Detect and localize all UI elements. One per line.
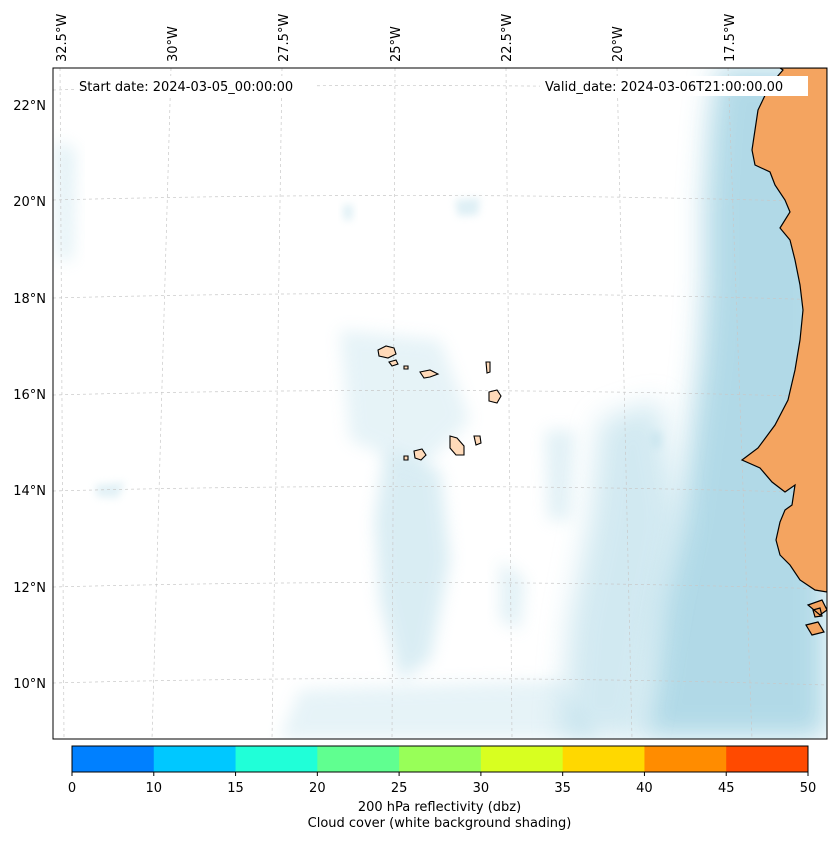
lon-label: 32.5°W <box>55 14 70 62</box>
cloud-cover-shading <box>55 68 827 739</box>
lon-label: 25°W <box>389 26 404 62</box>
lat-label: 10°N <box>13 677 46 692</box>
lat-label: 22°N <box>13 99 46 114</box>
latitude-labels: 22°N 20°N 18°N 16°N 14°N 12°N 10°N <box>13 99 46 692</box>
colorbar-segment <box>153 746 237 772</box>
start-date-label: Start date: 2024-03-05_00:00:00 <box>79 80 293 95</box>
lon-label: 30°W <box>166 26 181 62</box>
colorbar-sublabel: Cloud cover (white background shading) <box>307 816 572 831</box>
colorbar-segment <box>235 746 318 772</box>
island-maio <box>473 435 482 446</box>
colorbar-tick-label: 45 <box>718 781 735 796</box>
longitude-labels: 32.5°W 30°W 27.5°W 25°W 22.5°W 20°W 17.5… <box>55 14 738 62</box>
island-brava <box>403 455 409 461</box>
colorbar-segment <box>317 746 400 772</box>
island-santo-antao <box>377 345 397 359</box>
colorbar-border <box>71 745 809 773</box>
colorbar-tick-label: 30 <box>473 781 490 796</box>
colorbar-segment <box>562 746 645 772</box>
start-date-box <box>74 76 314 96</box>
island-sal <box>485 361 491 374</box>
colorbar-segment <box>726 746 809 772</box>
colorbar-tick-label: 10 <box>146 781 163 796</box>
island-boa-vista <box>488 389 502 404</box>
colorbar-label: 200 hPa reflectivity (dbz) <box>357 800 522 815</box>
lat-label: 18°N <box>13 292 46 307</box>
colorbar-tick-label: 20 <box>309 781 326 796</box>
map-frame <box>52 67 828 740</box>
colorbar-segment <box>72 746 155 772</box>
colorbar-tick-label: 25 <box>391 781 408 796</box>
colorbar-tick-label: 40 <box>636 781 653 796</box>
gridlines <box>53 68 827 739</box>
lat-label: 12°N <box>13 581 46 596</box>
colorbar-tick-label: 50 <box>800 781 817 796</box>
lat-label: 14°N <box>13 484 46 499</box>
lon-label: 27.5°W <box>277 14 292 62</box>
colorbar-captions: 200 hPa reflectivity (dbz) Cloud cover (… <box>0 800 837 832</box>
colorbar: 0 10 15 20 25 30 35 40 45 50 <box>68 745 817 796</box>
lon-label: 22.5°W <box>500 14 515 62</box>
colorbar-segment <box>644 746 727 772</box>
lat-label: 16°N <box>13 388 46 403</box>
colorbar-segment <box>399 746 482 772</box>
lon-label: 17.5°W <box>723 14 738 62</box>
colorbar-segment <box>480 746 564 772</box>
colorbar-tick-label: 0 <box>68 781 76 796</box>
colorbar-tick-label: 15 <box>227 781 244 796</box>
cape-verde-islands <box>377 345 502 461</box>
lon-label: 20°W <box>611 26 626 62</box>
colorbar-tick-label: 35 <box>554 781 571 796</box>
island-santa-luzia <box>403 365 409 370</box>
valid-date-label: Valid_date: 2024-03-06T21:00:00.00 <box>545 80 783 95</box>
island-sao-vicente <box>388 359 399 367</box>
island-fogo <box>413 448 427 461</box>
africa-coast-land <box>740 68 827 593</box>
island-sao-nicolau <box>419 369 440 379</box>
africa-coast-land <box>805 599 827 636</box>
lat-label: 20°N <box>13 195 46 210</box>
valid-date-box <box>540 76 808 96</box>
island-santiago <box>449 435 465 456</box>
